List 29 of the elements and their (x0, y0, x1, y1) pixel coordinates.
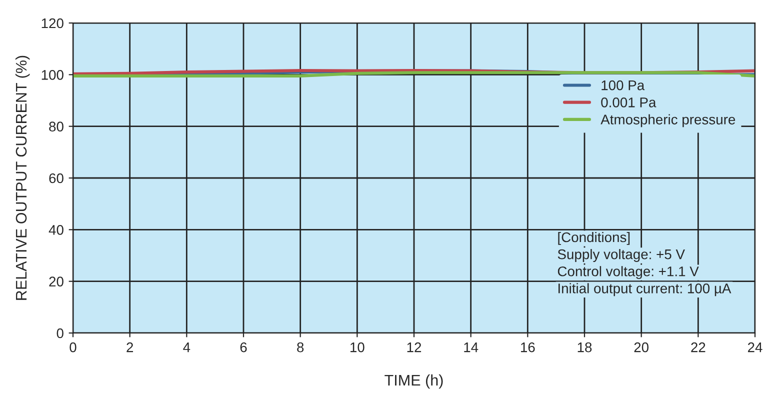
x-tick-label: 12 (407, 342, 422, 352)
x-tick-label: 24 (748, 342, 762, 352)
y-tick-label: 80 (49, 122, 64, 132)
y-axis-title: RELATIVE OUTPUT CURRENT (%) (15, 56, 30, 300)
x-tick-label: 4 (183, 342, 190, 352)
y-tick-label: 100 (42, 70, 64, 80)
x-tick-label: 18 (578, 342, 592, 352)
annotation: Control voltage: +1.1 V (558, 266, 699, 280)
x-tick-label: 14 (464, 342, 478, 352)
y-tick-label: 0 (56, 328, 64, 338)
annotation: Initial output current: 100 µA (558, 283, 732, 296)
y-tick-label: 40 (48, 225, 64, 235)
x-tick-label: 20 (634, 342, 649, 352)
x-tick-label: 22 (691, 342, 706, 352)
x-tick-label: 8 (297, 342, 304, 352)
y-tick-label: 120 (42, 18, 64, 28)
x-tick-label: 6 (240, 342, 247, 352)
legend-label: 0.001 Pa (601, 97, 656, 108)
y-tick-label: 20 (49, 276, 64, 287)
legend-label: 100 Pa (602, 80, 645, 90)
y-tick-label: 60 (49, 173, 64, 184)
x-tick-label: 2 (126, 342, 133, 352)
annotation: Supply voltage: +5 V (558, 249, 685, 262)
x-tick-label: 0 (70, 342, 76, 352)
annotation: [Conditions] (558, 232, 630, 245)
legend-label: Atmospheric pressure (600, 114, 736, 128)
x-tick-label: 16 (521, 342, 535, 352)
x-axis-title: TIME (h) (384, 374, 443, 389)
x-tick-label: 10 (350, 342, 364, 352)
